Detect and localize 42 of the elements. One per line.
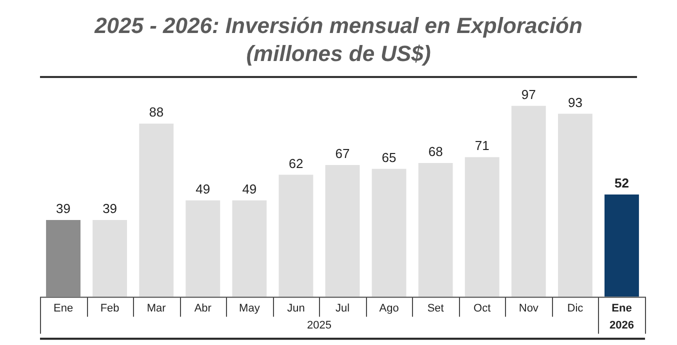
x-tick-label: Dic [567, 302, 584, 314]
bar [232, 200, 267, 297]
bar [325, 164, 360, 297]
text: 2025 [306, 319, 332, 332]
x-tick-label: Nov [518, 302, 539, 314]
x-tick-label: Ene [53, 302, 74, 314]
bar [278, 174, 314, 297]
data-label: 93 [568, 94, 582, 110]
data-label: 49 [242, 181, 257, 196]
data-label: 62 [288, 156, 304, 171]
data-label: 39 [56, 201, 71, 216]
x-tick-label: Jun [287, 302, 305, 314]
bar [186, 200, 220, 297]
x-tick-label: May [239, 302, 260, 314]
data-label: 88 [149, 104, 164, 120]
x-tick-label: Ene [612, 302, 632, 314]
x-tick-label: Feb [100, 302, 120, 314]
data-label: 65 [382, 150, 396, 165]
x-tick-label: Set [427, 302, 444, 314]
bar [46, 220, 80, 297]
data-label: 97 [521, 86, 536, 102]
bar [558, 114, 592, 297]
text: 2026 [609, 319, 634, 332]
data-label: 68 [428, 144, 443, 160]
data-label: 39 [102, 201, 118, 216]
x-tick-label: Mar [146, 302, 166, 314]
x-tick-label: Oct [474, 302, 491, 314]
data-label: 67 [335, 146, 350, 162]
chart-title: 2025 - 2026: Inversión mensual en Exploración (millones de US$) [93, 12, 584, 68]
data-label: 52 [614, 176, 629, 191]
bar [511, 106, 546, 297]
data-label: 71 [474, 138, 490, 154]
data-label: 49 [196, 181, 210, 196]
bar [604, 194, 639, 297]
bar [92, 220, 128, 297]
bar [139, 124, 174, 297]
bar [418, 162, 453, 297]
x-tick-label: Jul [335, 302, 350, 314]
bar [464, 157, 500, 297]
bar [372, 168, 406, 297]
x-tick-label: Ago [379, 302, 399, 314]
x-tick-label: Abr [194, 302, 212, 314]
